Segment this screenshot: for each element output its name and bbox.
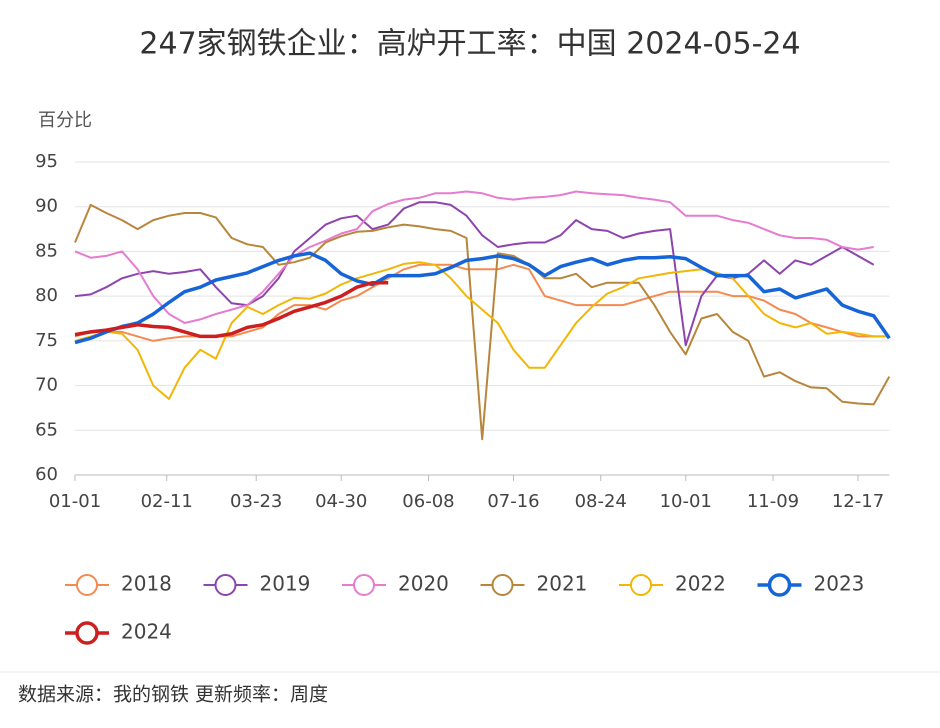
legend-marker: [353, 574, 375, 596]
y-axis-label: 百分比: [38, 110, 92, 131]
x-tick-label: 02-11: [141, 491, 193, 512]
x-tick-label: 11-09: [747, 491, 799, 512]
series-line: [74, 280, 389, 339]
x-tick-label: 08-24: [575, 491, 627, 512]
legend-label: 2023: [814, 572, 865, 596]
legend-label: 2021: [537, 572, 588, 596]
series-line: [74, 201, 875, 347]
x-tick-label: 03-23: [230, 491, 282, 512]
legend-label: 2020: [398, 572, 449, 596]
y-tick-label: 95: [35, 151, 58, 172]
series-line: [74, 251, 891, 345]
chart-title: 247家钢铁企业：高炉开工率：中国 2024-05-24: [139, 27, 800, 62]
y-tick-label: 65: [35, 419, 58, 440]
legend-marker: [630, 574, 652, 596]
x-tick-label: 06-08: [402, 491, 454, 512]
x-tick-label: 12-17: [832, 491, 884, 512]
legend-label: 2024: [121, 620, 172, 644]
source-note: 数据来源：我的钢铁 更新频率：周度: [18, 684, 328, 706]
series-line: [74, 263, 890, 342]
y-tick-label: 70: [35, 375, 58, 396]
y-tick-label: 80: [35, 285, 58, 306]
legend-marker: [75, 621, 99, 645]
y-tick-label: 75: [35, 330, 58, 351]
legend-label: 2022: [675, 572, 726, 596]
legend-marker: [767, 573, 792, 597]
y-tick-label: 85: [35, 240, 58, 261]
legend-marker: [214, 574, 237, 596]
y-tick-label: 90: [35, 196, 58, 217]
series-line: [74, 190, 874, 324]
legend-label: 2018: [121, 572, 172, 596]
legend-marker: [491, 574, 514, 596]
legend-marker: [76, 574, 98, 596]
series-line: [74, 261, 890, 400]
x-tick-label: 04-30: [315, 491, 367, 512]
legend-label: 2019: [260, 572, 311, 596]
x-tick-label: 01-01: [49, 491, 101, 512]
series-line: [74, 203, 891, 441]
y-tick-label: 60: [35, 464, 58, 485]
x-tick-label: 10-01: [660, 491, 712, 512]
x-tick-label: 07-16: [487, 491, 539, 512]
